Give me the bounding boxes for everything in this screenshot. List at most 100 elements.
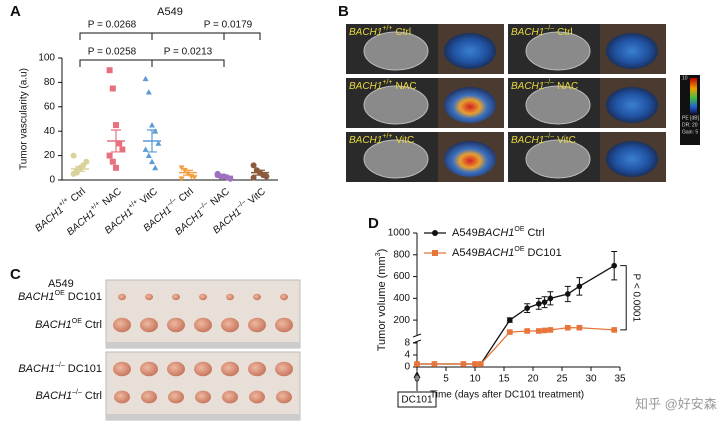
tumor xyxy=(226,293,234,301)
y-axis-label: Tumor volume (mm3) xyxy=(375,249,388,352)
treatment: Ctrl xyxy=(85,390,102,402)
series-line xyxy=(417,265,615,365)
chart-title: A549 xyxy=(157,6,183,18)
gene: BACH1 xyxy=(141,204,174,234)
marker xyxy=(149,122,155,128)
sem-bar xyxy=(75,165,85,173)
marker xyxy=(478,361,484,367)
gene: BACH1 xyxy=(478,247,515,259)
doppler-tumor xyxy=(606,87,658,123)
treatment-label: DC101 xyxy=(401,395,433,406)
marker xyxy=(250,174,257,181)
doppler-tumor xyxy=(444,33,496,69)
x-tick-label: 30 xyxy=(585,374,597,385)
colorbar-label: 10 xyxy=(682,75,688,81)
treatment: NAC xyxy=(100,186,123,208)
marker xyxy=(145,152,152,158)
gene: BACH1 xyxy=(478,227,515,239)
marker xyxy=(155,140,162,146)
genotype: –/– xyxy=(544,133,554,140)
colorbar-label: DR: 20 xyxy=(682,122,698,128)
label: A549BACH1OE DC101 xyxy=(452,246,562,259)
significance-bracket xyxy=(151,32,261,40)
doppler-tumor xyxy=(444,87,496,123)
tumor xyxy=(253,293,261,301)
y-tick-label: 100 xyxy=(38,53,55,64)
y-tick-label: 20 xyxy=(44,150,56,161)
genotype: –/– xyxy=(166,196,178,208)
doppler-tumor xyxy=(606,33,658,69)
treatment: NAC xyxy=(557,81,578,92)
genotype: +/+ xyxy=(382,133,392,140)
gene: BACH1 xyxy=(349,81,382,92)
marker xyxy=(113,122,119,129)
y-label-sup: 3 xyxy=(375,252,382,256)
gene: BACH1 xyxy=(33,204,66,234)
label: BACH1+/+NAC xyxy=(349,79,417,92)
y-tick-label: 200 xyxy=(393,315,410,326)
bmode-tumor xyxy=(363,31,429,71)
panel-label: C xyxy=(10,266,21,283)
marker xyxy=(149,158,155,165)
gene: BACH1 xyxy=(511,27,544,38)
marker xyxy=(541,327,548,334)
bmode-tumor xyxy=(363,139,429,179)
marker xyxy=(106,67,113,74)
marker xyxy=(142,75,149,82)
genotype: +/+ xyxy=(89,200,101,212)
tumor xyxy=(222,390,238,404)
treatment: DC101 xyxy=(68,291,102,303)
marker xyxy=(178,176,185,182)
treatment-arrow xyxy=(413,370,421,391)
treatment-box xyxy=(397,391,437,408)
colorbar-scale xyxy=(690,78,697,114)
marker xyxy=(536,328,542,334)
genotype: +/+ xyxy=(57,196,69,208)
gene: BACH1 xyxy=(18,363,55,375)
treatment: Ctrl xyxy=(177,186,196,204)
marker xyxy=(472,361,478,367)
y-tick-label: 4 xyxy=(404,350,410,361)
genotype: OE xyxy=(514,246,524,253)
gene: BACH1 xyxy=(103,206,136,236)
marker xyxy=(431,361,438,367)
tumor xyxy=(145,293,153,301)
gene: BACH1 xyxy=(349,135,382,146)
colorbar-label: Gain: 5 xyxy=(682,129,698,135)
y-tick-label: 600 xyxy=(393,271,410,282)
treatment: VitC xyxy=(246,186,267,206)
tumor xyxy=(249,390,265,404)
p-value: P < 0.0001 xyxy=(631,274,642,323)
sem-bar xyxy=(219,174,229,179)
marker xyxy=(565,324,571,331)
marker xyxy=(106,152,113,159)
x-tick-label: 5 xyxy=(443,374,449,385)
marker xyxy=(83,158,90,165)
gene: BACH1 xyxy=(349,27,382,38)
marker xyxy=(565,291,571,297)
colorbar-label: PE [dB] xyxy=(682,115,700,121)
y-tick-label: 1000 xyxy=(388,228,411,239)
y-axis-label: Tumor vascularity (a.u) xyxy=(19,68,30,170)
treatment: Ctrl xyxy=(557,27,573,38)
marker xyxy=(116,140,123,147)
tumor xyxy=(140,317,158,333)
marker xyxy=(541,299,548,305)
marker xyxy=(611,327,617,333)
y-tick-label: 8 xyxy=(404,338,410,349)
marker xyxy=(178,165,185,171)
significance-bracket xyxy=(151,59,225,67)
genotype: OE xyxy=(55,290,65,297)
axis-break xyxy=(412,333,422,344)
tumor xyxy=(275,317,293,333)
label: BACH1–/–VitC xyxy=(511,133,576,146)
significance-bracket xyxy=(79,59,153,67)
x-tick-label: 10 xyxy=(469,374,481,385)
y-tick-label: 400 xyxy=(393,293,410,304)
panel-label: A xyxy=(10,3,21,20)
marker xyxy=(142,146,149,152)
tumor xyxy=(167,361,185,377)
genotype: –/– xyxy=(197,200,209,212)
label: A549BACH1OE Ctrl xyxy=(452,226,545,239)
